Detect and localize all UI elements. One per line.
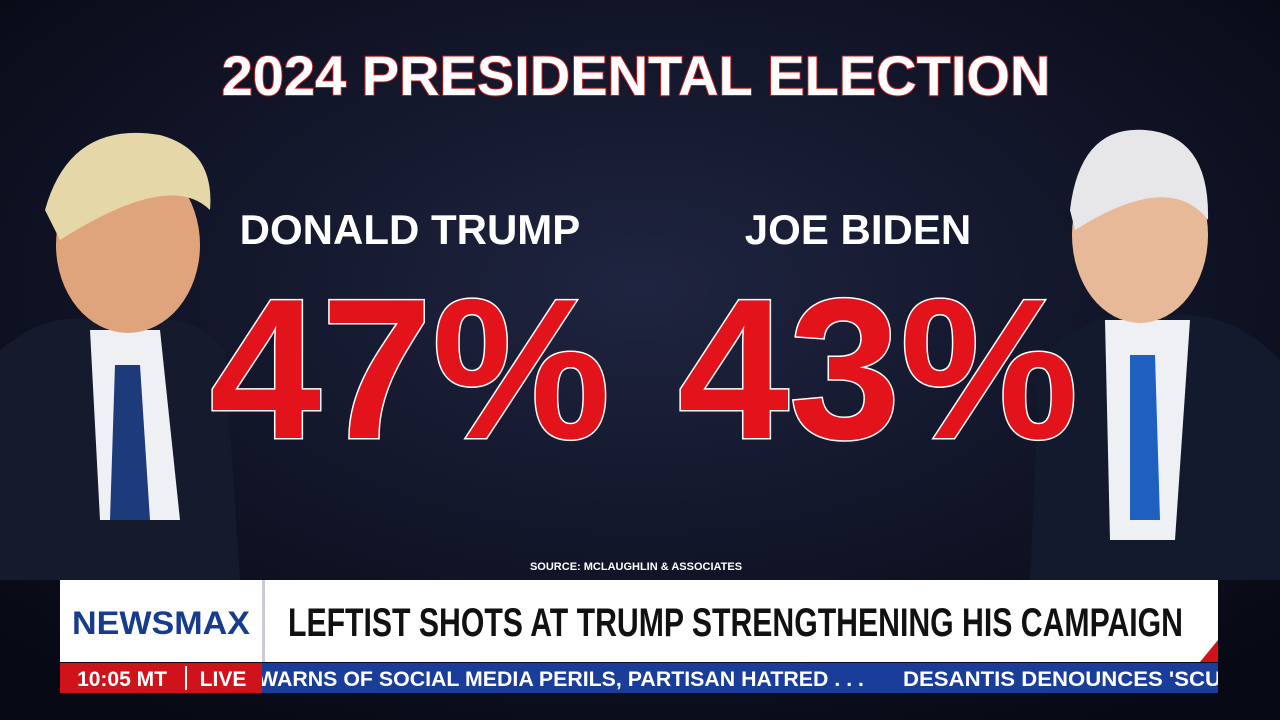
candidate-result: 43% xyxy=(678,258,1078,481)
candidate-result: 47% xyxy=(210,258,610,481)
corner-accent xyxy=(1200,640,1218,662)
logo: NEWSMAX xyxy=(72,605,251,641)
headline: LEFTIST SHOTS AT TRUMP STRENGTHENING HIS… xyxy=(288,601,1183,645)
ticker-item: DESANTIS DENOUNCES 'SCU xyxy=(903,668,1221,691)
candidate-name: DONALD TRUMP xyxy=(240,206,581,253)
source: SOURCE: MCLAUGHLIN & ASSOCIATES xyxy=(530,561,742,573)
separator xyxy=(185,666,187,690)
time: 10:05 MT xyxy=(77,668,167,691)
portrait-right xyxy=(1030,129,1280,580)
headline-bar xyxy=(60,580,1218,662)
live: LIVE xyxy=(200,668,247,691)
ticker-item: WARNS OF SOCIAL MEDIA PERILS, PARTISAN H… xyxy=(258,668,864,691)
divider xyxy=(262,580,265,662)
title: 2024 PRESIDENTAL ELECTION xyxy=(222,44,1051,107)
ticker-bar xyxy=(262,663,1218,693)
portrait-left xyxy=(0,132,240,580)
candidate-name: JOE BIDEN xyxy=(745,206,971,253)
ticker: WARNS OF SOCIAL MEDIA PERILS, PARTISAN H… xyxy=(258,668,1221,691)
time-bar xyxy=(60,663,262,693)
